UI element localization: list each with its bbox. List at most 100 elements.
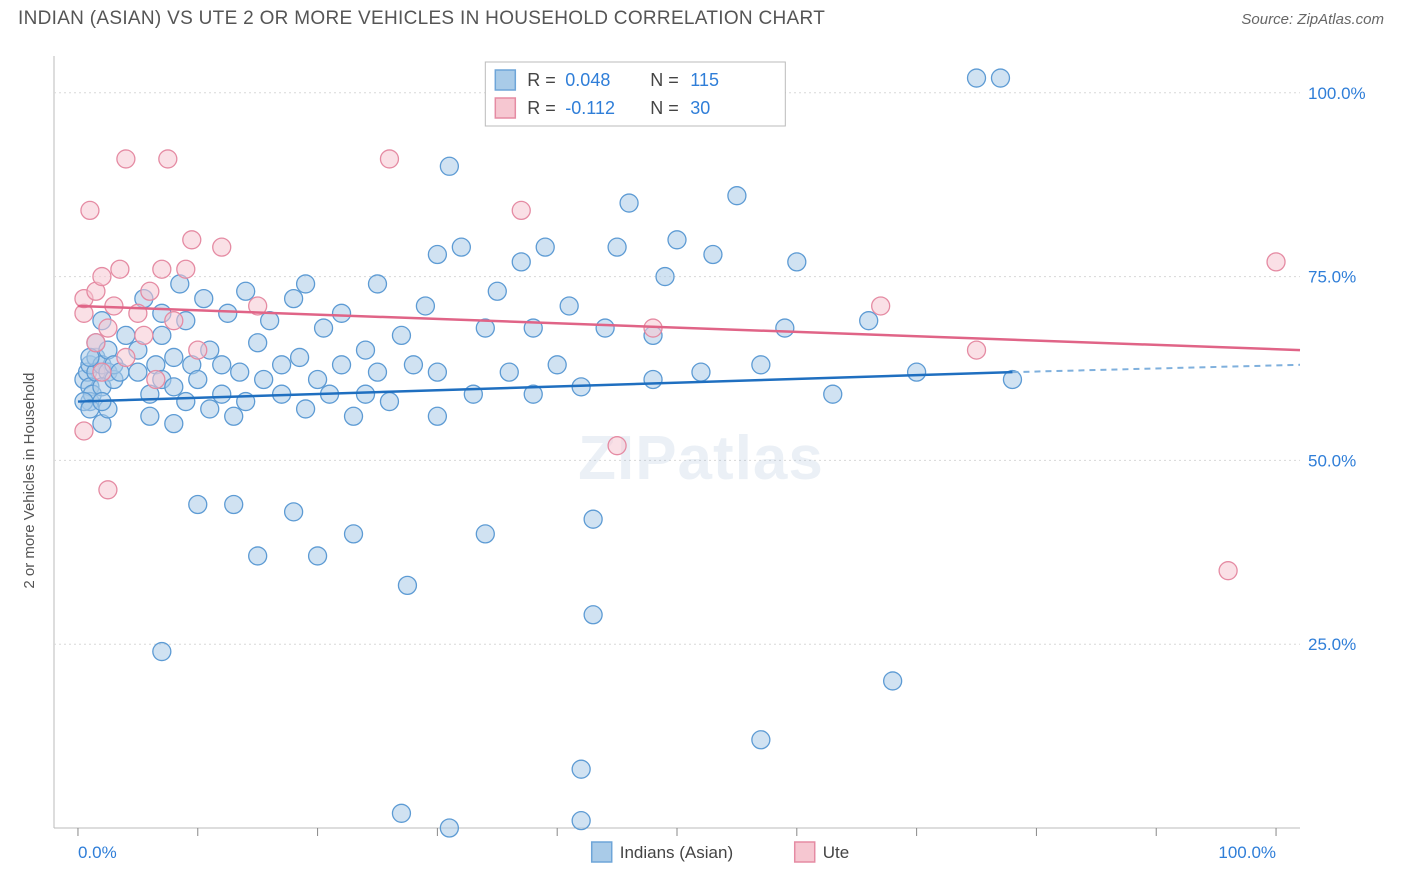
data-point-blue: [165, 348, 183, 366]
data-point-blue: [129, 363, 147, 381]
data-point-pink: [213, 238, 231, 256]
legend-r-value: 0.048: [565, 70, 610, 90]
data-point-pink: [153, 260, 171, 278]
data-point-blue: [117, 326, 135, 344]
legend-n-label: N =: [650, 70, 679, 90]
data-point-blue: [644, 371, 662, 389]
data-point-blue: [309, 547, 327, 565]
data-point-blue: [500, 363, 518, 381]
data-point-blue: [345, 407, 363, 425]
data-point-pink: [1219, 562, 1237, 580]
data-point-blue: [213, 356, 231, 374]
data-point-blue: [255, 371, 273, 389]
data-point-blue: [165, 378, 183, 396]
data-point-blue: [153, 643, 171, 661]
data-point-blue: [668, 231, 686, 249]
series-legend-label: Ute: [823, 843, 849, 862]
data-point-pink: [159, 150, 177, 168]
data-point-blue: [512, 253, 530, 271]
data-point-blue: [476, 525, 494, 543]
data-point-blue: [380, 393, 398, 411]
data-point-blue: [237, 282, 255, 300]
data-point-blue: [584, 606, 602, 624]
data-point-blue: [752, 356, 770, 374]
y-tick-label: 100.0%: [1308, 84, 1366, 103]
legend-r-label: R =: [527, 98, 556, 118]
data-point-blue: [596, 319, 614, 337]
data-point-blue: [608, 238, 626, 256]
data-point-blue: [860, 312, 878, 330]
chart-title: INDIAN (ASIAN) VS UTE 2 OR MORE VEHICLES…: [18, 8, 825, 30]
data-point-blue: [656, 268, 674, 286]
data-point-blue: [704, 246, 722, 264]
legend-swatch: [495, 70, 515, 90]
data-point-blue: [392, 804, 410, 822]
data-point-blue: [620, 194, 638, 212]
data-point-blue: [692, 363, 710, 381]
trend-line-blue-extrapolated: [1012, 365, 1300, 372]
data-point-blue: [584, 510, 602, 528]
data-point-blue: [398, 576, 416, 594]
data-point-blue: [153, 326, 171, 344]
data-point-blue: [273, 356, 291, 374]
data-point-blue: [345, 525, 363, 543]
data-point-blue: [428, 363, 446, 381]
data-point-pink: [99, 319, 117, 337]
legend-n-label: N =: [650, 98, 679, 118]
data-point-pink: [87, 334, 105, 352]
data-point-blue: [189, 371, 207, 389]
data-point-blue: [285, 503, 303, 521]
data-point-blue: [404, 356, 422, 374]
legend-r-label: R =: [527, 70, 556, 90]
data-point-blue: [165, 415, 183, 433]
data-point-blue: [752, 731, 770, 749]
y-axis-label: 2 or more Vehicles in Household: [21, 373, 38, 589]
data-point-blue: [452, 238, 470, 256]
x-tick-label: 0.0%: [78, 843, 117, 862]
source-attribution: Source: ZipAtlas.com: [1241, 11, 1384, 28]
data-point-blue: [333, 356, 351, 374]
y-tick-label: 50.0%: [1308, 451, 1356, 470]
data-point-blue: [291, 348, 309, 366]
watermark: ZIPatlas: [578, 424, 824, 493]
legend-swatch: [495, 98, 515, 118]
data-point-blue: [908, 363, 926, 381]
data-point-blue: [968, 69, 986, 87]
data-point-blue: [991, 69, 1009, 87]
data-point-pink: [177, 260, 195, 278]
data-point-pink: [165, 312, 183, 330]
data-point-pink: [872, 297, 890, 315]
data-point-pink: [99, 481, 117, 499]
data-point-blue: [572, 812, 590, 830]
data-point-blue: [315, 319, 333, 337]
data-point-blue: [824, 385, 842, 403]
legend-n-value: 30: [690, 98, 710, 118]
data-point-blue: [368, 275, 386, 293]
data-point-pink: [183, 231, 201, 249]
data-point-blue: [225, 407, 243, 425]
data-point-pink: [1267, 253, 1285, 271]
data-point-blue: [285, 290, 303, 308]
data-point-blue: [572, 760, 590, 778]
data-point-blue: [440, 157, 458, 175]
data-point-blue: [536, 238, 554, 256]
scatter-chart: 25.0%50.0%75.0%100.0%ZIPatlas0.0%100.0%2…: [18, 42, 1384, 882]
data-point-pink: [93, 268, 111, 286]
legend-swatch: [795, 842, 815, 862]
data-point-blue: [416, 297, 434, 315]
legend-r-value: -0.112: [565, 98, 615, 118]
data-point-pink: [189, 341, 207, 359]
data-point-pink: [135, 326, 153, 344]
data-point-blue: [141, 407, 159, 425]
data-point-blue: [428, 407, 446, 425]
data-point-blue: [261, 312, 279, 330]
data-point-blue: [309, 371, 327, 389]
data-point-pink: [93, 363, 111, 381]
series-legend-label: Indians (Asian): [620, 843, 733, 862]
data-point-pink: [75, 422, 93, 440]
data-point-blue: [231, 363, 249, 381]
legend-swatch: [592, 842, 612, 862]
data-point-pink: [968, 341, 986, 359]
data-point-blue: [357, 341, 375, 359]
data-point-pink: [608, 437, 626, 455]
